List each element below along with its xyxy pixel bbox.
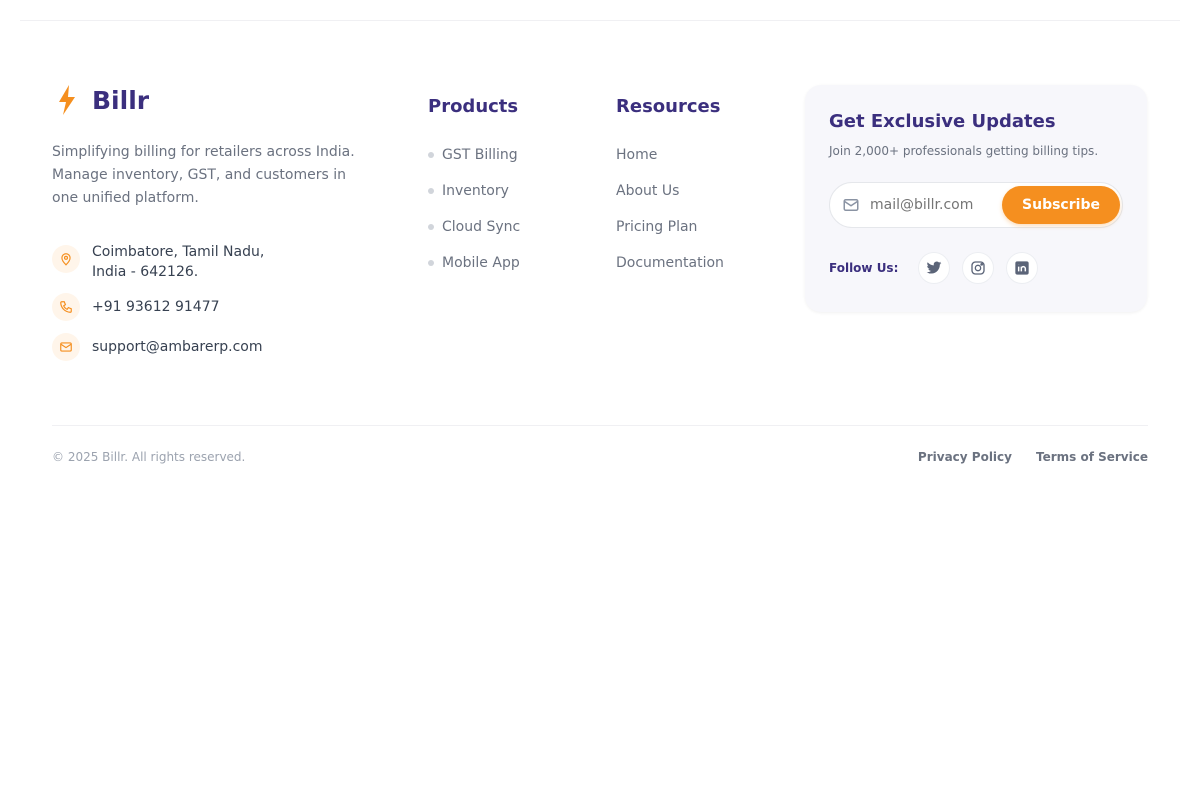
brand-description: Simplifying billing for retailers across… xyxy=(52,144,355,206)
privacy-policy-link[interactable]: Privacy Policy xyxy=(917,450,1012,464)
subscribe-button[interactable]: Subscribe xyxy=(1002,186,1120,224)
phone-icon xyxy=(52,293,80,321)
resource-link[interactable]: Home xyxy=(616,147,658,163)
newsletter-form: Subscribe xyxy=(829,182,1123,228)
lightning-icon xyxy=(59,85,75,115)
product-link[interactable]: Inventory xyxy=(428,173,520,209)
products-title: Products xyxy=(428,96,519,117)
contact-phone[interactable]: +91 93612 91477 xyxy=(52,293,220,321)
link-label: Mobile App xyxy=(442,255,520,271)
product-link[interactable]: Mobile App xyxy=(428,245,520,281)
link-label: Inventory xyxy=(442,183,509,199)
brand-name: Billr xyxy=(92,85,150,115)
product-link[interactable]: GST Billing xyxy=(428,137,520,173)
copyright: © 2025 Billr. All rights reserved. xyxy=(52,450,246,464)
follow-label: Follow Us: xyxy=(829,261,899,275)
contact-email[interactable]: support@ambarerp.com xyxy=(52,333,263,361)
twitter-icon[interactable] xyxy=(918,252,951,284)
bullet-icon xyxy=(428,152,434,158)
mail-icon xyxy=(843,199,859,211)
product-link[interactable]: Cloud Sync xyxy=(428,209,520,245)
email-input[interactable] xyxy=(870,197,990,213)
top-divider xyxy=(20,20,1180,21)
bullet-icon xyxy=(428,188,434,194)
linkedin-icon[interactable] xyxy=(1006,252,1039,284)
resource-link[interactable]: Documentation xyxy=(616,255,724,271)
instagram-icon[interactable] xyxy=(962,252,995,284)
bullet-icon xyxy=(428,260,434,266)
social-links: Follow Us: xyxy=(829,252,1123,284)
link-label: GST Billing xyxy=(442,147,518,163)
newsletter-title: Get Exclusive Updates xyxy=(829,111,1056,132)
resource-link[interactable]: About Us xyxy=(616,183,680,199)
address-line-2: India - 642126. xyxy=(92,264,199,280)
resources-column: Resources Home About Us Pricing Plan Doc… xyxy=(616,96,724,281)
footer-divider xyxy=(52,425,1148,426)
location-pin-icon xyxy=(52,245,80,273)
brand-logo[interactable]: Billr xyxy=(52,84,149,116)
phone-number: +91 93612 91477 xyxy=(92,299,220,315)
email-address: support@ambarerp.com xyxy=(92,339,263,355)
products-column: Products GST Billing Inventory Cloud Syn… xyxy=(428,96,520,281)
resource-link[interactable]: Pricing Plan xyxy=(616,219,698,235)
newsletter-card: Get Exclusive Updates Join 2,000+ profes… xyxy=(805,85,1147,312)
bullet-icon xyxy=(428,224,434,230)
terms-of-service-link[interactable]: Terms of Service xyxy=(1035,450,1148,464)
mail-icon xyxy=(52,333,80,361)
address-line-1: Coimbatore, Tamil Nadu, xyxy=(92,244,265,260)
resources-title: Resources xyxy=(616,96,721,117)
legal-links: Privacy Policy Terms of Service xyxy=(918,450,1148,464)
link-label: Cloud Sync xyxy=(442,219,521,235)
newsletter-subtitle: Join 2,000+ professionals getting billin… xyxy=(829,144,1099,158)
contact-address: Coimbatore, Tamil Nadu, India - 642126. xyxy=(52,242,264,282)
